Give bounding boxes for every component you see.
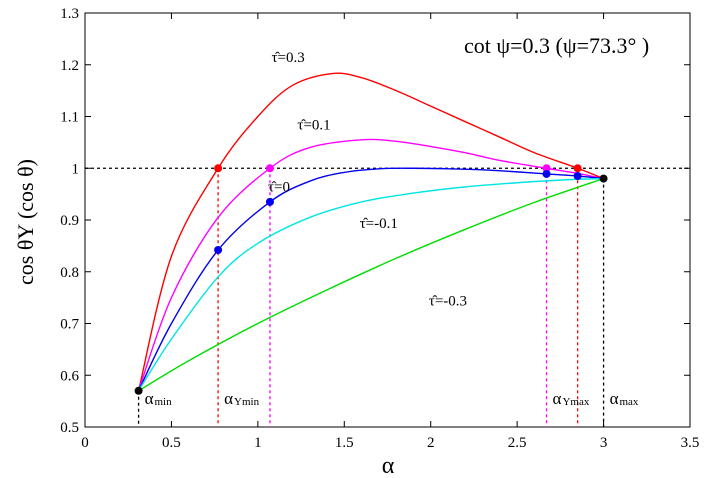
series-label-3: τ̂=-0.1 xyxy=(360,216,398,232)
y-tick-label-0: 0.5 xyxy=(60,420,79,436)
point-4 xyxy=(214,246,223,255)
point-3 xyxy=(542,164,551,173)
alpha-label-5: αmax xyxy=(610,389,639,408)
alpha-labels: αmin αYmin αYmax αmax xyxy=(145,389,639,408)
alpha-label-sub-0: min xyxy=(155,396,173,408)
series-line-3 xyxy=(137,177,604,392)
alpha-label-sub-5: max xyxy=(619,396,638,408)
point-6 xyxy=(542,169,551,178)
series-line-4 xyxy=(138,177,604,392)
alpha-label-sub-1: Ymin xyxy=(234,396,260,408)
series-labels: τ̂=0.3 τ̂=0.1 τ̂=0 τ̂=-0.1 τ̂=-0.3 xyxy=(268,50,467,309)
y-axis-title: cos θY (cos θ) xyxy=(13,159,38,285)
x-tick-label-3: 1.5 xyxy=(335,435,354,451)
point-9 xyxy=(599,174,608,183)
y-tick-label-4: 0.9 xyxy=(60,213,79,229)
chart-annotation: cot ψ=0.3 (ψ=73.3° ) xyxy=(464,33,649,58)
x-tick-label-5: 2.5 xyxy=(508,435,527,451)
point-8 xyxy=(134,386,143,395)
series-line-0 xyxy=(137,72,604,391)
x-tick-label-2: 1 xyxy=(254,435,262,451)
point-1 xyxy=(573,164,582,173)
x-tick-label-7: 3.5 xyxy=(681,435,700,451)
series-lines xyxy=(137,72,604,392)
y-tick-label-7: 1.2 xyxy=(60,58,79,74)
axis-ticks: 0 0.5 1 1.5 2 2.5 3 3.50.50.60.70.80.911.11.21.… xyxy=(60,6,699,451)
y-tick-label-2: 0.7 xyxy=(60,317,79,333)
series-label-0: τ̂=0.3 xyxy=(272,50,305,66)
x-axis-title: α xyxy=(382,453,395,478)
x-tick-label-0: 0 xyxy=(81,435,89,451)
point-0 xyxy=(214,164,223,173)
x-tick-label-6: 3 xyxy=(600,435,608,451)
y-tick-label-3: 0.8 xyxy=(60,265,79,281)
y-tick-label-1: 0.6 xyxy=(60,368,79,384)
alpha-label-sub-3: Ymax xyxy=(562,396,589,408)
series-line-1 xyxy=(137,138,604,392)
reference-lines xyxy=(85,167,690,427)
y-tick-label-6: 1.1 xyxy=(60,110,79,126)
alpha-label-1: αYmin xyxy=(224,389,259,408)
marker-points xyxy=(134,164,608,395)
y-tick-label-8: 1.3 xyxy=(60,6,79,22)
series-label-2: τ̂=0 xyxy=(268,180,290,196)
series-label-4: τ̂=-0.3 xyxy=(429,293,467,309)
series-line-2 xyxy=(137,167,604,392)
point-2 xyxy=(265,164,274,173)
point-5 xyxy=(265,197,274,206)
x-tick-label-4: 2 xyxy=(427,435,435,451)
series-label-1: τ̂=0.1 xyxy=(297,117,330,133)
alpha-label-0: αmin xyxy=(145,389,173,408)
x-tick-label-1: 0.5 xyxy=(162,435,181,451)
point-7 xyxy=(573,172,582,181)
y-tick-label-5: 1 xyxy=(72,161,80,177)
alpha-label-3: αYmax xyxy=(553,389,590,408)
